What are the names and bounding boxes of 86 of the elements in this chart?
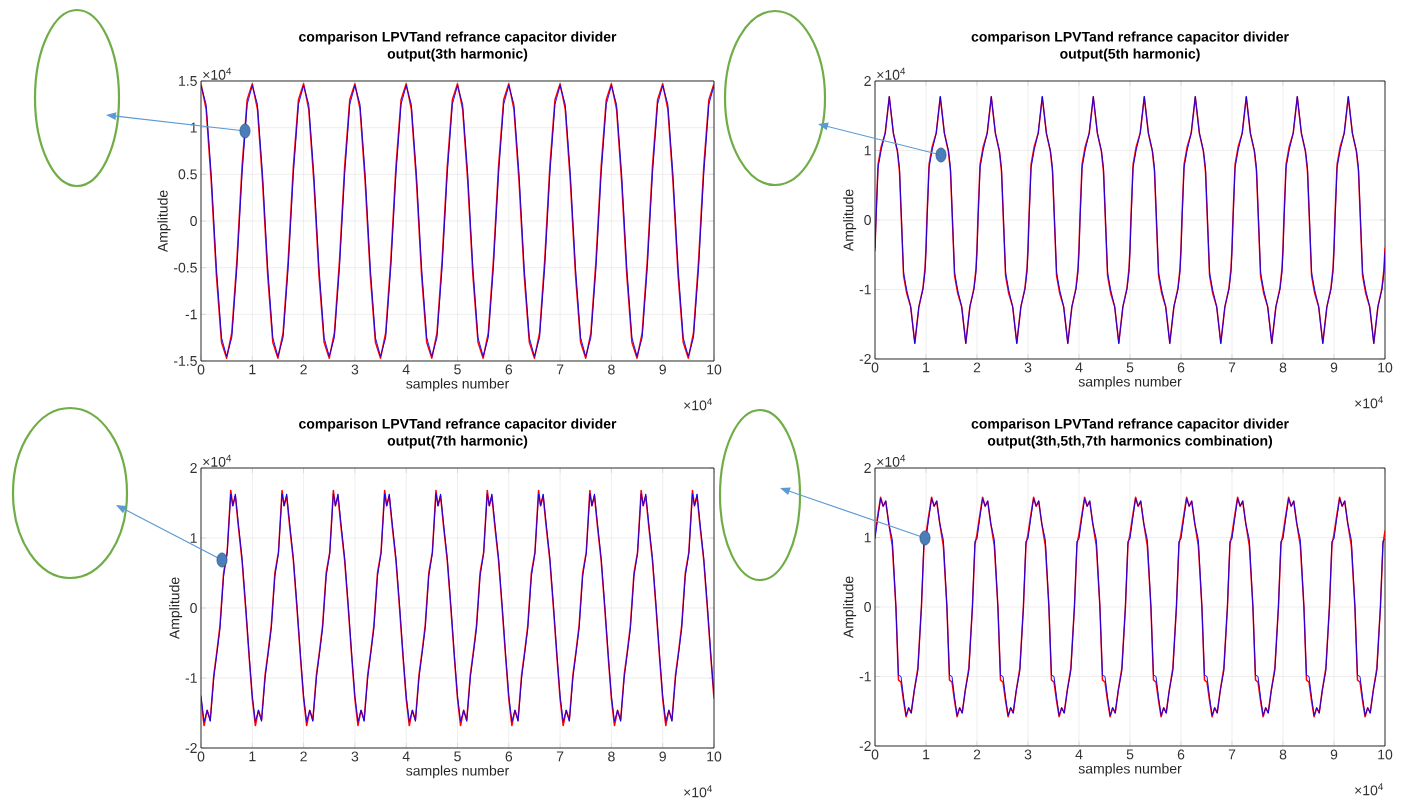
- x-tick-label: 3: [351, 364, 359, 375]
- y-tick-label: 0.5: [178, 169, 197, 180]
- x-tick-label: 10: [707, 751, 722, 762]
- text: ×10$^{4}$: [203, 67, 232, 80]
- text: ×10$^{4}$: [1355, 396, 1384, 409]
- x-tick-label: 10: [1378, 362, 1393, 373]
- x-axis-title: samples number: [1078, 763, 1182, 777]
- y-tick-label: 1: [190, 122, 197, 133]
- x-tick-label: 7: [556, 364, 564, 375]
- x-tick-label: 6: [1177, 362, 1185, 373]
- x-tick-label: 9: [1330, 749, 1338, 760]
- x-tick-label: 3: [351, 751, 359, 762]
- x-tick-label: 2: [973, 362, 981, 373]
- x-tick-label: 4: [402, 364, 410, 375]
- y-tick-label: 1: [864, 532, 871, 543]
- y-tick-label: 2: [864, 76, 871, 86]
- y-axis-title: Amplitude: [169, 577, 183, 640]
- y-tick-label: 0: [190, 216, 197, 226]
- x-tick-label: 4: [1075, 749, 1083, 760]
- chart-title: comparison LPVTand refrance capacitor divider output(3th,5th,7th harmonics combination): [971, 418, 1289, 449]
- x-tick-label: 0: [197, 364, 205, 375]
- text: ×10$^{4}$: [203, 454, 232, 467]
- x-tick-label: 4: [402, 751, 410, 762]
- y-tick-label: -1: [859, 671, 871, 682]
- x-tick-label: 9: [659, 751, 666, 762]
- x-tick-label: 5: [1126, 749, 1134, 760]
- text: ×10$^{4}$: [877, 67, 906, 80]
- x-tick-label: 7: [1228, 749, 1236, 760]
- y-tick-label: -2: [185, 743, 197, 753]
- x-tick-label: 9: [1330, 362, 1338, 373]
- y-tick-label: -1.5: [173, 356, 197, 366]
- y-tick-label: 0: [864, 602, 871, 612]
- x-tick-label: 6: [505, 751, 513, 762]
- x-tick-label: 0: [197, 751, 205, 762]
- chart-title: comparison LPVTand refrance capacitor divider output(5th harmonic): [971, 31, 1289, 62]
- x-tick-label: 4: [1075, 362, 1083, 373]
- x-tick-label: 6: [1177, 749, 1185, 760]
- y-tick-label: 2: [864, 463, 871, 473]
- y-tick-label: 2: [190, 463, 197, 473]
- y-tick-label: -1: [185, 673, 197, 683]
- y-tick-label: -0.5: [173, 262, 197, 273]
- x-tick-label: 1: [249, 364, 256, 375]
- x-tick-label: 7: [556, 751, 564, 762]
- y-tick-label: 1.5: [179, 76, 197, 86]
- y-tick-label: 1: [190, 533, 197, 543]
- x-tick-label: 5: [454, 751, 461, 762]
- x-tick-label: 8: [608, 751, 615, 762]
- chart-title: comparison LPVTand refrance capacitor divider output(3th harmonic): [299, 31, 617, 62]
- x-tick-label: 2: [300, 751, 307, 762]
- x-tick-label: 5: [454, 364, 461, 375]
- y-tick-label: 0: [190, 603, 197, 613]
- x-tick-label: 10: [1378, 749, 1393, 760]
- x-axis-title: samples number: [406, 378, 509, 392]
- y-axis-title: Amplitude: [843, 189, 857, 252]
- text: ×10$^{4}$: [877, 454, 906, 467]
- y-tick-label: -1: [185, 309, 197, 320]
- x-tick-label: 8: [1279, 362, 1287, 373]
- y-tick-label: -2: [859, 354, 871, 364]
- x-tick-label: 0: [871, 362, 879, 373]
- x-tick-label: 8: [1279, 749, 1287, 760]
- y-axis-title: Amplitude: [843, 576, 857, 639]
- x-tick-label: 1: [249, 751, 256, 762]
- y-tick-label: 1: [864, 145, 871, 156]
- y-axis-title: Amplitude: [157, 190, 171, 253]
- x-axis-title: samples number: [406, 765, 509, 779]
- x-tick-label: 1: [923, 749, 930, 760]
- y-tick-label: -2: [859, 741, 871, 751]
- x-tick-label: 0: [871, 749, 879, 760]
- y-tick-label: -1: [859, 284, 871, 295]
- x-tick-label: 2: [973, 749, 981, 760]
- x-tick-label: 5: [1126, 362, 1134, 373]
- x-tick-label: 6: [505, 364, 513, 375]
- text: ×10$^{4}$: [1355, 783, 1384, 796]
- x-tick-label: 7: [1228, 362, 1236, 373]
- x-tick-label: 3: [1024, 749, 1032, 760]
- text: ×10$^{4}$: [684, 398, 713, 411]
- x-tick-label: 8: [608, 364, 615, 375]
- x-axis-title: samples number: [1078, 376, 1182, 390]
- chart-title: comparison LPVTand refrance capacitor divider output(7th harmonic): [299, 418, 617, 449]
- y-tick-label: 0: [864, 215, 871, 225]
- x-tick-label: 2: [300, 364, 307, 375]
- x-tick-label: 3: [1024, 362, 1032, 373]
- text: ×10$^{4}$: [684, 785, 713, 798]
- x-tick-label: 9: [659, 364, 666, 375]
- x-tick-label: 1: [923, 362, 930, 373]
- x-tick-label: 10: [707, 364, 722, 375]
